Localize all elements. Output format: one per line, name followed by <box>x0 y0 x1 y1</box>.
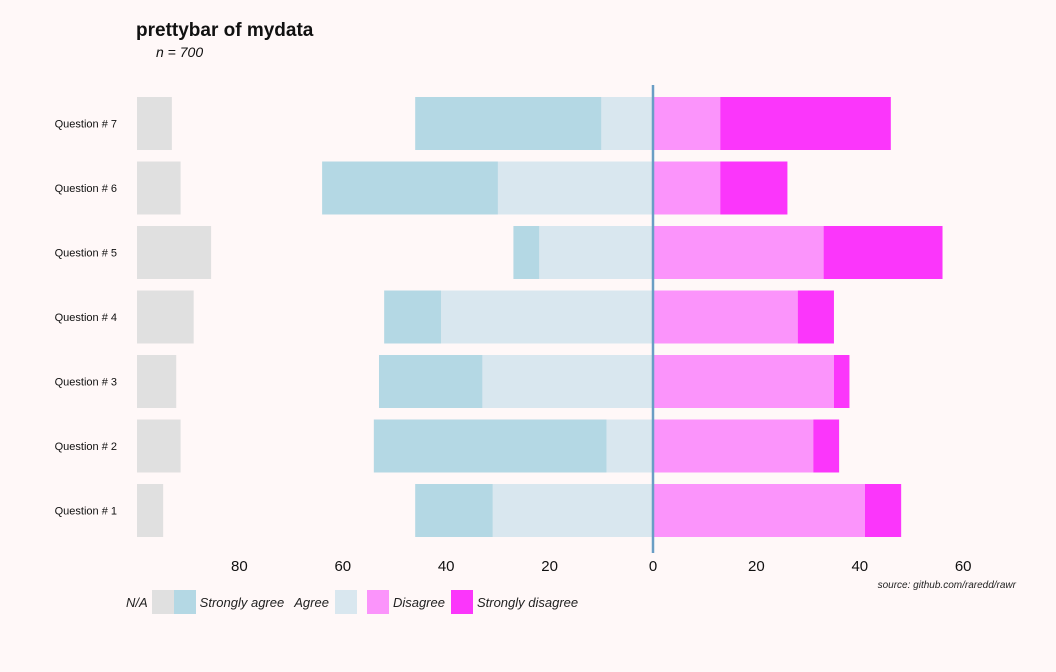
category-label-question-3: Question # 3 <box>55 377 117 389</box>
x-tick-label: 60 <box>955 558 972 575</box>
chart-title: prettybar of mydata <box>136 20 314 41</box>
bar-strongly-agree-question-2 <box>373 419 607 473</box>
x-tick-label: 20 <box>748 558 765 575</box>
x-tick-label: 60 <box>334 558 351 575</box>
bar-agree-question-4 <box>441 290 653 344</box>
bar-strongly-agree-question-3 <box>378 355 483 408</box>
legend-swatch-na <box>151 590 174 614</box>
bar-na-question-6 <box>137 161 181 215</box>
legend-label-agree: Agree <box>294 594 329 610</box>
bar-na-question-1 <box>137 484 164 537</box>
bar-na-question-7 <box>137 97 172 150</box>
bar-na-question-2 <box>137 419 181 473</box>
bar-na-question-4 <box>137 290 194 344</box>
legend-swatch-disagree <box>366 590 389 614</box>
legend-label-disagree: Disagree <box>392 594 445 610</box>
legend-swatch-strongly-agree <box>173 590 196 614</box>
bar-strongly-disagree-question-5 <box>823 226 943 279</box>
source-note: source: github.com/raredd/rawr <box>877 580 1016 591</box>
bar-agree-question-2 <box>606 419 653 473</box>
bar-strongly-agree-question-4 <box>384 290 442 344</box>
x-tick-label: 0 <box>649 558 657 575</box>
bar-na-question-5 <box>137 226 212 279</box>
bar-agree-question-6 <box>497 161 653 215</box>
bar-agree-question-1 <box>492 484 653 537</box>
bar-disagree-question-5 <box>653 226 824 279</box>
bar-strongly-disagree-question-4 <box>797 290 834 344</box>
bar-agree-question-5 <box>539 226 653 279</box>
bar-disagree-question-1 <box>653 484 865 537</box>
category-label-question-2: Question # 2 <box>55 441 117 453</box>
bar-disagree-question-6 <box>653 161 721 215</box>
bar-disagree-question-2 <box>653 419 814 473</box>
legend-label-na: N/A <box>126 594 148 610</box>
legend-label-strongly-agree: Strongly agree <box>199 594 285 610</box>
bar-na-question-3 <box>137 355 177 408</box>
category-label-question-1: Question # 1 <box>55 506 117 518</box>
x-tick-label: 40 <box>851 558 868 575</box>
category-label-question-6: Question # 6 <box>55 183 117 195</box>
legend-swatch-agree <box>334 590 357 614</box>
bar-strongly-disagree-question-3 <box>833 355 850 408</box>
category-label-question-4: Question # 4 <box>55 312 117 324</box>
bar-strongly-agree-question-1 <box>415 484 493 537</box>
x-tick-label: 80 <box>231 558 248 575</box>
bar-agree-question-7 <box>601 97 653 150</box>
bar-strongly-agree-question-7 <box>415 97 602 150</box>
legend: N/A Strongly agree Agree Disagree Strong… <box>126 590 584 614</box>
category-label-question-5: Question # 5 <box>55 248 117 260</box>
bar-strongly-disagree-question-2 <box>813 419 840 473</box>
bar-disagree-question-3 <box>653 355 834 408</box>
bar-strongly-disagree-question-6 <box>720 161 788 215</box>
chart-subtitle: n = 700 <box>156 44 204 60</box>
category-label-question-7: Question # 7 <box>55 119 117 131</box>
bar-strongly-disagree-question-1 <box>864 484 902 537</box>
bar-disagree-question-7 <box>653 97 721 150</box>
x-tick-label: 20 <box>541 558 558 575</box>
bar-strongly-agree-question-6 <box>322 161 498 215</box>
legend-swatch-strongly-disagree <box>450 590 473 614</box>
bar-strongly-agree-question-5 <box>513 226 540 279</box>
legend-label-strongly-disagree: Strongly disagree <box>476 594 579 610</box>
x-tick-label: 40 <box>438 558 455 575</box>
bar-strongly-disagree-question-7 <box>720 97 891 150</box>
bar-disagree-question-4 <box>653 290 798 344</box>
bar-agree-question-3 <box>482 355 653 408</box>
